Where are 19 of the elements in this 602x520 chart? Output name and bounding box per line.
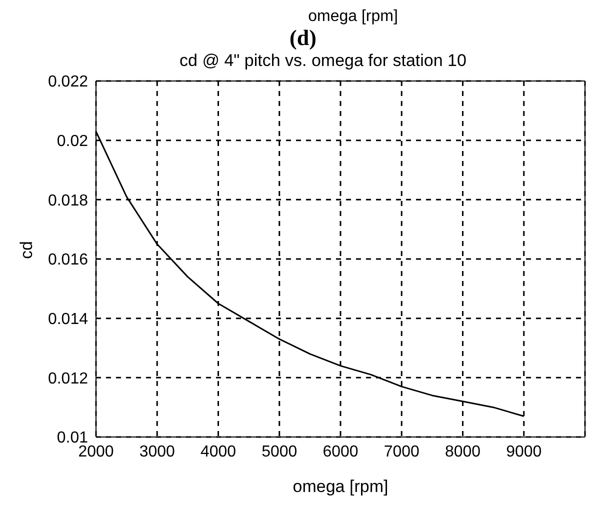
chart-title: cd @ 4" pitch vs. omega for station 10 <box>178 50 468 72</box>
y-axis-title: cd <box>17 241 36 259</box>
x-tick-label: 7000 <box>384 443 420 460</box>
x-tick-label: 9000 <box>506 443 542 460</box>
text: omega [rpm] <box>307 8 399 26</box>
x-tick-label: 2000 <box>78 443 114 460</box>
x-tick-label: 3000 <box>139 443 176 460</box>
x-tick-label: 8000 <box>444 443 481 460</box>
text: (d) <box>288 25 318 50</box>
y-tick-label: 0.022 <box>48 74 88 91</box>
x-axis-title: omega [rpm] <box>292 477 388 496</box>
x-tick-label: 6000 <box>322 443 358 460</box>
y-tick-label: 0.012 <box>48 370 88 388</box>
x-tick-label: 4000 <box>200 443 236 460</box>
y-tick-label: 0.018 <box>48 192 88 210</box>
x-tick-label: 5000 <box>262 443 298 460</box>
y-tick-label: 0.02 <box>56 133 88 150</box>
y-tick-label: 0.014 <box>48 311 88 328</box>
y-tick-label: 0.016 <box>48 252 88 269</box>
